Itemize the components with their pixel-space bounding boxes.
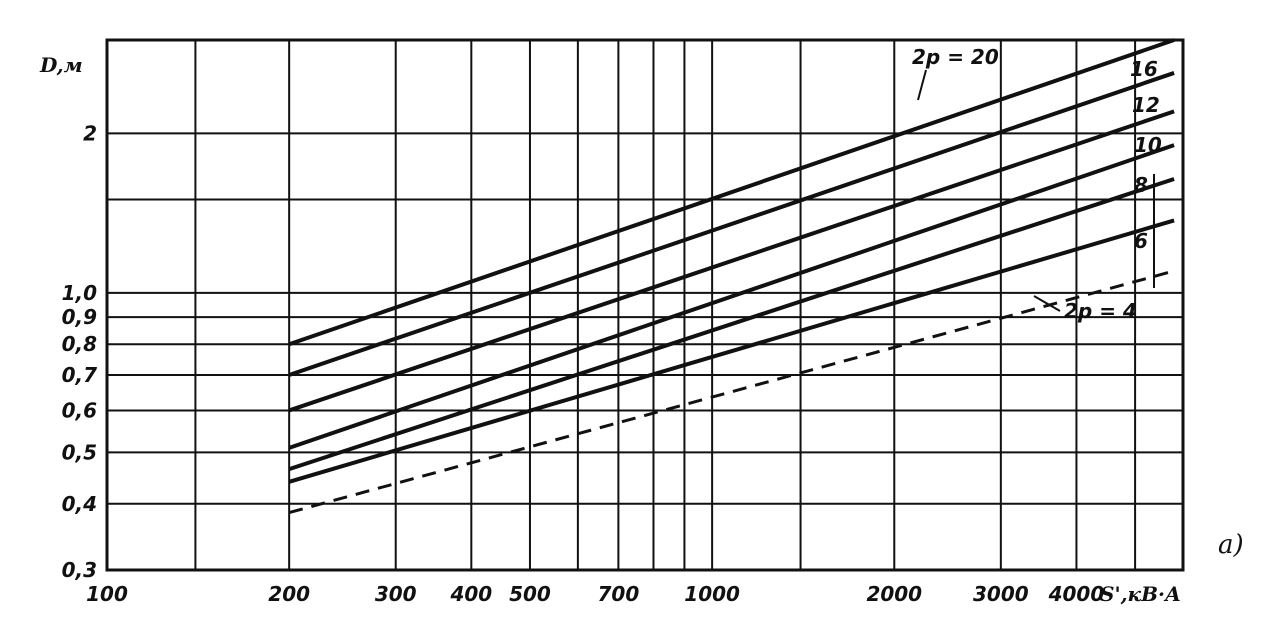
x-tick-label: 300 (375, 582, 417, 606)
y-tick-label: 0,6 (62, 398, 98, 422)
series-line (288, 269, 1175, 515)
series-line (288, 109, 1175, 413)
plot-border (105, 38, 1185, 572)
series-label: 8 (1134, 173, 1148, 197)
y-tick-label: 0,5 (62, 440, 97, 464)
x-tick-label: 500 (509, 582, 551, 606)
y-tick-label: 2 (83, 121, 97, 145)
series-lines (288, 38, 1175, 515)
y-tick-label: 0,4 (62, 492, 97, 516)
series-line (288, 218, 1175, 484)
series-labels: 2p = 20 16 12 10 8 6 2p = 4 (912, 45, 1162, 323)
series-label: 2p = 20 (912, 45, 999, 69)
x-axis-title: S',кВ·А (1100, 582, 1181, 606)
series-line (288, 143, 1175, 450)
x-tick-label: 700 (598, 582, 640, 606)
series-line (288, 38, 1175, 347)
x-tick-label: 400 (449, 582, 492, 606)
x-tick-labels: 100 200 300 400 500 700 1000 2000 3000 4000 (86, 582, 1104, 606)
series-line (288, 177, 1175, 472)
y-tick-labels: 0,3 0,4 0,5 0,6 0,7 0,8 0,91,0 2 (62, 121, 98, 582)
grid (106, 40, 1183, 570)
y-tick-label: 0,9 (62, 305, 98, 329)
panel-label: а) (1218, 530, 1244, 560)
series-label: 16 (1130, 57, 1158, 81)
x-tick-label: 100 (86, 582, 128, 606)
plot-frame (105, 38, 1185, 572)
series-line (288, 71, 1175, 377)
x-tick-label: 200 (268, 582, 310, 606)
series-label: 2p = 4 (1064, 299, 1137, 323)
x-tick-label: 3000 (973, 582, 1029, 606)
series-label: 12 (1132, 93, 1160, 117)
x-tick-label: 1000 (684, 582, 740, 606)
series-label-leader (1033, 295, 1061, 312)
y-tick-label: 0,3 (62, 558, 97, 582)
y-tick-label: 0,8 (62, 332, 98, 356)
y-tick-label: 1,0 (62, 281, 98, 305)
series-label: 10 (1134, 133, 1162, 157)
series-label: 6 (1134, 229, 1148, 253)
y-axis-title: D,м (39, 53, 83, 77)
x-tick-label: 4000 (1048, 582, 1105, 606)
y-tick-label: 0,7 (62, 363, 98, 387)
x-tick-label: 2000 (866, 582, 922, 606)
series-label-leader (917, 69, 927, 101)
